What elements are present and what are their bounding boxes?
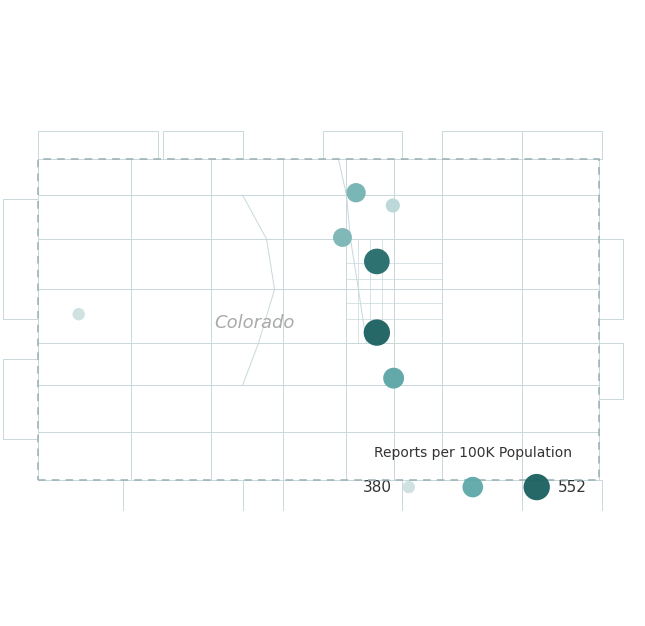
Point (74, 309, 84, 319)
Bar (522, 239, 599, 289)
Bar (211, 386, 283, 433)
Bar (131, 289, 211, 343)
Bar (211, 289, 283, 343)
Bar (346, 433, 395, 480)
Bar (599, 343, 623, 399)
Point (388, 200, 398, 210)
Bar (211, 195, 283, 239)
Bar (283, 159, 346, 195)
Bar (38, 131, 158, 159)
Bar (346, 239, 395, 289)
Bar (395, 343, 442, 386)
Bar (38, 239, 131, 289)
Bar (346, 386, 395, 433)
Bar (3, 359, 38, 439)
Bar (131, 239, 211, 289)
Text: 552: 552 (557, 480, 586, 495)
Bar (395, 433, 442, 480)
Bar (211, 433, 283, 480)
Bar (346, 289, 395, 343)
Text: Reports per 100K Population: Reports per 100K Population (373, 446, 571, 461)
Bar (283, 343, 346, 386)
Bar (395, 239, 442, 289)
Bar (522, 433, 599, 480)
Bar (346, 195, 395, 239)
Bar (442, 159, 522, 195)
Bar (402, 480, 522, 519)
Bar (283, 195, 346, 239)
Bar (442, 289, 522, 343)
Bar (522, 195, 599, 239)
Bar (123, 480, 243, 519)
Bar (131, 159, 211, 195)
Bar (283, 289, 346, 343)
Bar (346, 159, 395, 195)
Bar (395, 386, 442, 433)
Bar (38, 159, 131, 195)
Text: Colorado: Colorado (214, 314, 295, 332)
Bar (131, 195, 211, 239)
Bar (395, 159, 442, 195)
Bar (442, 131, 522, 159)
Bar (211, 343, 283, 386)
Bar (522, 480, 602, 519)
Point (372, 327, 382, 337)
Bar (38, 159, 599, 480)
Point (372, 257, 382, 267)
Bar (522, 131, 602, 159)
Point (351, 188, 361, 198)
Bar (38, 343, 131, 386)
Bar (283, 433, 346, 480)
Bar (283, 239, 346, 289)
Bar (442, 343, 522, 386)
Bar (522, 289, 599, 343)
Bar (599, 239, 623, 319)
Bar (38, 433, 131, 480)
Bar (395, 195, 442, 239)
Bar (38, 195, 131, 239)
Point (388, 373, 399, 383)
Bar (442, 239, 522, 289)
Bar (442, 195, 522, 239)
Bar (522, 343, 599, 386)
Bar (283, 480, 402, 519)
Text: 380: 380 (362, 480, 392, 495)
Bar (522, 159, 599, 195)
Bar (131, 433, 211, 480)
Bar (322, 131, 402, 159)
Bar (346, 343, 395, 386)
Bar (442, 386, 522, 433)
Bar (283, 386, 346, 433)
Bar (442, 433, 522, 480)
Bar (395, 289, 442, 343)
Bar (131, 386, 211, 433)
Bar (522, 386, 599, 433)
Bar (38, 289, 131, 343)
Bar (211, 159, 283, 195)
Bar (211, 239, 283, 289)
Bar (3, 199, 38, 319)
Bar (163, 131, 243, 159)
Bar (131, 343, 211, 386)
Point (337, 232, 348, 242)
Bar (38, 386, 131, 433)
